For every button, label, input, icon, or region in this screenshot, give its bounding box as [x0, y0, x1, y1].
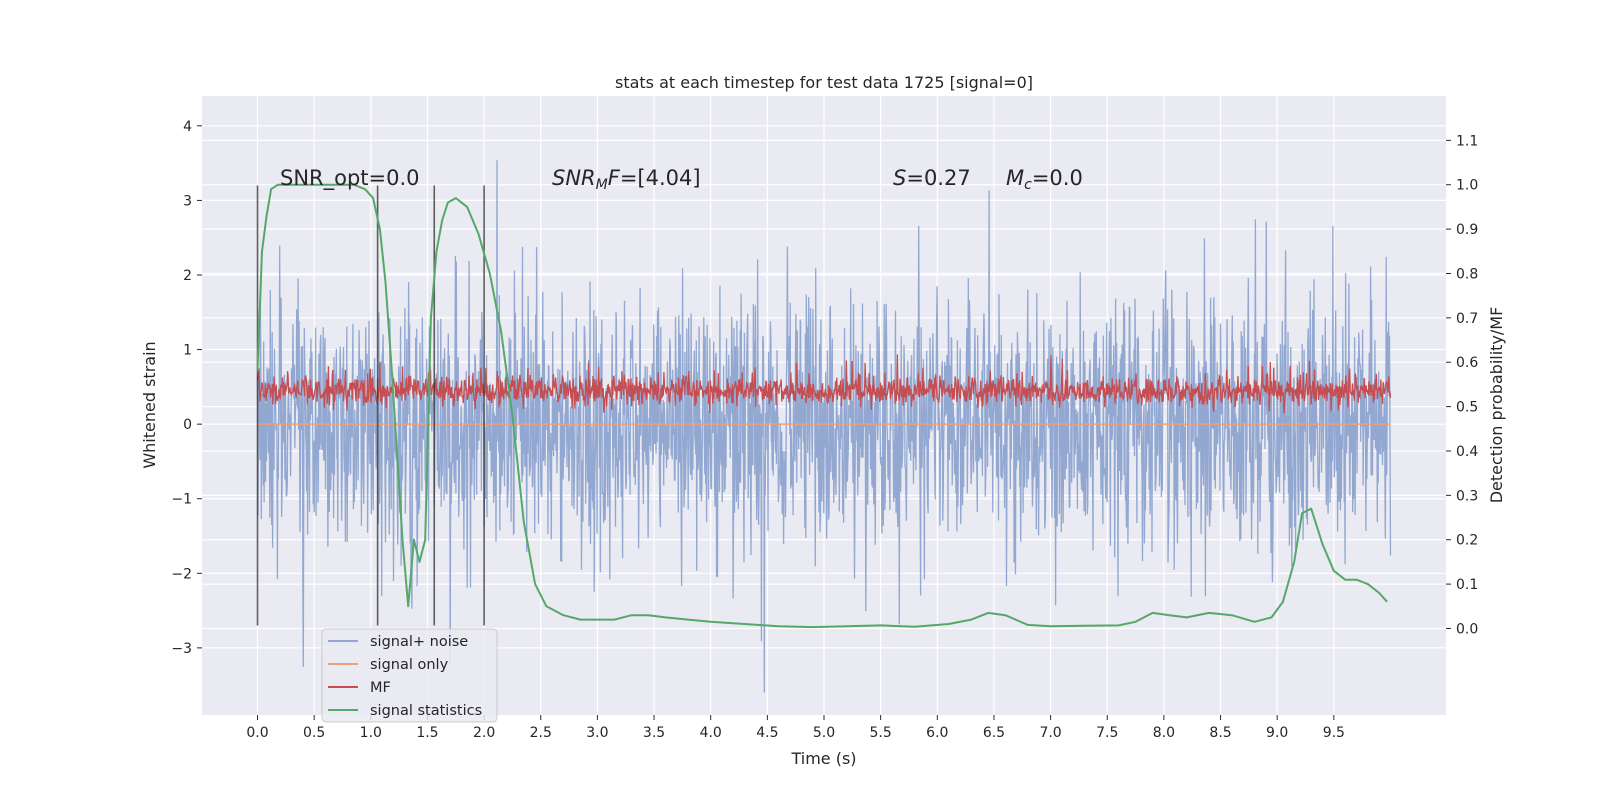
snr-mf-tail: F — [608, 166, 621, 190]
x-tick-label: 2.0 — [473, 725, 495, 741]
snr-mf-sub: M — [596, 177, 608, 193]
annotation-mc: Mc=0.0 — [1006, 166, 1083, 193]
legend-box — [321, 628, 498, 723]
x-tick-label: 0.0 — [246, 725, 268, 741]
legend-item-signal-statistics: signal statistics — [328, 703, 482, 719]
annotations: SNR_opt=0.0 SNRMF=[4.04] S=0.27 Mc=0.0 — [280, 166, 1083, 193]
x-axis-title: Time (s) — [790, 749, 856, 768]
mc-sub: c — [1024, 177, 1032, 193]
y-axis-ticks: 4 3 2 1 0 −1 −2 −3 — [171, 119, 202, 657]
legend-item-signal-noise: signal+ noise — [328, 634, 468, 650]
y-tick-label: 1 — [183, 343, 192, 359]
x-tick-label: 8.0 — [1153, 725, 1175, 741]
x-tick-label: 7.0 — [1039, 725, 1061, 741]
legend-label: signal statistics — [370, 703, 482, 719]
legend-label: MF — [370, 680, 391, 696]
x-tick-label: 6.5 — [983, 725, 1005, 741]
y2-axis-title: Detection probability/MF — [1487, 307, 1506, 504]
series-signal-statistics — [256, 183, 1388, 629]
legend: signal+ noise signal only MF signal stat… — [321, 628, 498, 723]
y-tick-label: −1 — [171, 492, 192, 508]
y2-tick-label: 0.2 — [1456, 533, 1478, 549]
y2-tick-label: 0.1 — [1456, 577, 1478, 593]
vertical-markers — [256, 185, 485, 626]
x-tick-label: 9.5 — [1323, 725, 1345, 741]
x-tick-label: 1.0 — [360, 725, 382, 741]
y2-axis-ticks: 1.1 1.0 0.9 0.8 0.7 0.6 0.5 0.4 0.3 0.2 0.1 0.0 — [1446, 133, 1478, 637]
x-tick-label: 0.5 — [303, 725, 325, 741]
x-tick-label: 8.5 — [1209, 725, 1231, 741]
y2-tick-label: 1.0 — [1456, 178, 1478, 194]
y2-tick-label: 0.3 — [1456, 488, 1478, 504]
y2-tick-label: 1.1 — [1456, 133, 1478, 149]
signal-noise-line — [256, 160, 1392, 693]
s-label: S — [893, 166, 906, 190]
x-tick-label: 7.5 — [1096, 725, 1118, 741]
y2-tick-label: 0.0 — [1456, 621, 1478, 637]
y-tick-label: 4 — [183, 119, 192, 135]
legend-label: signal only — [370, 657, 449, 673]
y2-tick-label: 0.6 — [1456, 355, 1478, 371]
x-tick-label: 4.5 — [756, 725, 778, 741]
snr-mf-base: SNR — [552, 166, 596, 190]
y2-tick-label: 0.4 — [1456, 444, 1478, 460]
x-tick-label: 3.5 — [643, 725, 665, 741]
legend-item-mf: MF — [328, 680, 391, 696]
x-tick-label: 2.5 — [530, 725, 552, 741]
y-tick-label: 0 — [183, 417, 192, 433]
x-tick-label: 3.0 — [586, 725, 608, 741]
y2-tick-label: 0.7 — [1456, 311, 1478, 327]
series-mf — [256, 354, 1392, 414]
x-tick-label: 6.0 — [926, 725, 948, 741]
y-tick-label: −3 — [171, 641, 192, 657]
x-tick-label: 1.5 — [416, 725, 438, 741]
series-signal-noise — [256, 160, 1392, 693]
chart-title: stats at each timestep for test data 172… — [615, 73, 1033, 92]
y-tick-label: 2 — [183, 268, 192, 284]
y-tick-label: 3 — [183, 193, 192, 209]
annotation-snr-mf: SNRMF=[4.04] — [552, 166, 701, 193]
mf-line — [256, 354, 1392, 414]
snr-mf-value: =[4.04] — [620, 166, 701, 190]
y-axis-title: Whitened strain — [140, 341, 159, 468]
mc-base: M — [1006, 166, 1024, 190]
y-tick-label: −2 — [171, 566, 192, 582]
y2-tick-label: 0.8 — [1456, 266, 1478, 282]
annotation-s: S=0.27 — [893, 166, 971, 190]
signal-statistics-line — [256, 183, 1388, 629]
x-tick-label: 5.0 — [813, 725, 835, 741]
x-tick-label: 5.5 — [870, 725, 892, 741]
legend-label: signal+ noise — [370, 634, 468, 650]
x-tick-label: 4.0 — [700, 725, 722, 741]
x-tick-label: 9.0 — [1266, 725, 1288, 741]
y2-tick-label: 0.5 — [1456, 400, 1478, 416]
mc-value: =0.0 — [1032, 166, 1083, 190]
legend-item-signal-only: signal only — [328, 657, 449, 673]
x-axis-ticks: 0.0 0.5 1.0 1.5 2.0 2.5 3.0 3.5 4.0 4.5 5.0 5.5 6.0 6… — [246, 715, 1345, 741]
annotation-snr-opt: SNR_opt=0.0 — [280, 166, 420, 191]
s-value: =0.27 — [906, 166, 970, 190]
y2-tick-label: 0.9 — [1456, 222, 1478, 238]
